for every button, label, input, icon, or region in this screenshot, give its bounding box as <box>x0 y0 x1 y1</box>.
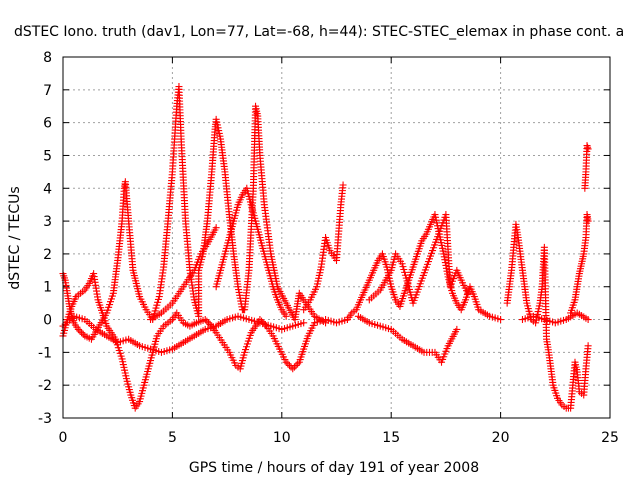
data-point <box>76 327 84 335</box>
data-point <box>284 360 292 368</box>
y-axis-label: dSTEC / TECUs <box>7 186 23 289</box>
y-tick-label: 1 <box>43 280 52 296</box>
data-point <box>294 360 302 368</box>
x-tick-label: 0 <box>59 430 68 446</box>
y-tick-label: 4 <box>43 181 52 197</box>
plot-frame <box>62 56 611 419</box>
data-points <box>59 83 592 412</box>
data-point <box>300 319 308 327</box>
data-point <box>201 316 209 324</box>
x-tick-label: 15 <box>382 430 400 446</box>
x-axis-label: GPS time / hours of day 191 of year 2008 <box>189 460 479 476</box>
x-tick-label: 10 <box>273 430 291 446</box>
data-point <box>292 361 300 369</box>
y-tick-label: -3 <box>38 411 52 427</box>
y-tick-label: -1 <box>38 345 52 361</box>
data-point <box>285 361 293 369</box>
data-point <box>203 317 211 325</box>
x-tick-label: 5 <box>168 430 177 446</box>
y-tick-label: 8 <box>43 50 52 66</box>
data-point <box>78 329 86 337</box>
y-tick-label: 0 <box>43 313 52 329</box>
x-tick-label: 25 <box>601 430 619 446</box>
y-tick-label: 3 <box>43 214 52 230</box>
data-point <box>584 316 592 324</box>
data-point <box>584 217 592 225</box>
data-point <box>289 365 297 373</box>
data-point <box>79 330 87 338</box>
data-point <box>584 342 592 350</box>
data-point <box>453 325 461 333</box>
data-point <box>584 145 592 153</box>
data-point <box>339 181 347 189</box>
y-tick-label: -2 <box>38 378 52 394</box>
data-point <box>212 224 220 232</box>
y-tick-label: 5 <box>43 148 52 164</box>
x-tick-label: 20 <box>492 430 510 446</box>
data-point <box>74 325 82 333</box>
data-point <box>497 316 505 324</box>
axis-ticks: 0 5 10 15 20 25 -3 -2 -1 0 1 2 3 4 5 6 7 8 <box>38 50 619 446</box>
y-tick-label: 6 <box>43 116 52 132</box>
chart-title: dSTEC Iono. truth (dav1, Lon=77, Lat=-68… <box>14 24 624 40</box>
y-tick-label: 2 <box>43 247 52 263</box>
data-point <box>290 363 298 371</box>
data-point <box>282 312 290 320</box>
data-point <box>464 289 472 297</box>
data-point <box>282 358 290 366</box>
y-tick-label: 7 <box>43 83 52 99</box>
